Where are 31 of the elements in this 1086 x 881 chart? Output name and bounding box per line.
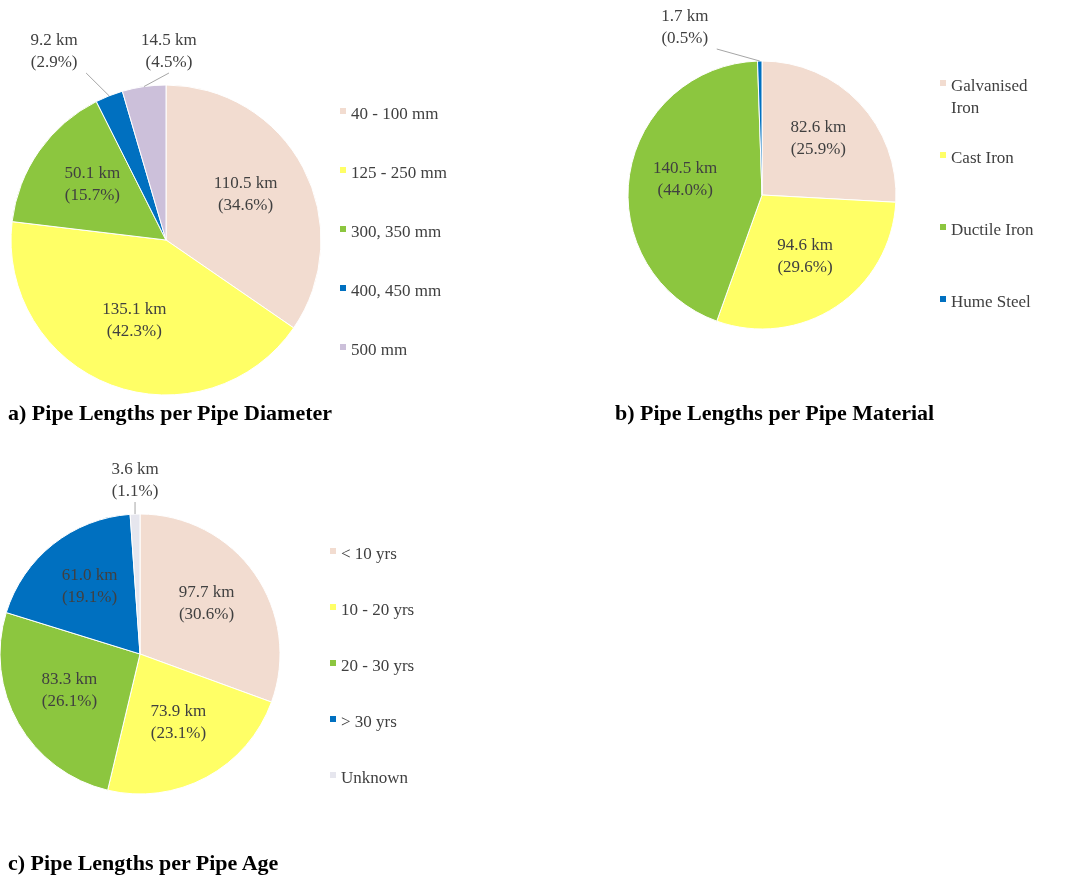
text: b) Pipe Lengths per Pipe Material: [615, 400, 935, 425]
data-label: 97.7 km (30.6%): [178, 582, 235, 624]
legend-label: < 10 yrs: [341, 544, 397, 563]
legend-label: Galvanised Iron: [951, 76, 1028, 117]
legend-label: 125 - 250 mm: [351, 163, 447, 182]
data-label: 3.6 km (1.1%): [111, 459, 159, 500]
legend-label: Cast Iron: [951, 148, 1015, 167]
data-label: 50.1 km (15.7%): [64, 163, 121, 205]
data-label: 1.7 km (0.5%): [661, 6, 709, 47]
data-label: 135.1 km (42.3%): [102, 299, 167, 341]
legend-label: Unknown: [341, 768, 409, 787]
data-label: 82.6 km (25.9%): [790, 116, 847, 158]
data-label: 83.3 km (26.1%): [41, 669, 98, 711]
data-label: 110.5 km (34.6%): [213, 173, 278, 215]
data-label: 94.6 km (29.6%): [777, 234, 833, 276]
legend-label: 400, 450 mm: [351, 281, 442, 300]
data-label: 14.5 km (4.5%): [141, 30, 197, 71]
legend-label: 20 - 30 yrs: [341, 656, 415, 675]
legend-label: Ductile Iron: [951, 220, 1035, 239]
data-label: 61.0 km (19.1%): [61, 565, 118, 607]
legend-label: 40 - 100 mm: [351, 104, 439, 123]
data-label: 73.9 km (23.1%): [150, 700, 207, 742]
legend-label: Hume Steel: [951, 292, 1032, 311]
data-label: 140.5 km (44.0%): [653, 157, 718, 199]
legend-label: > 30 yrs: [341, 712, 397, 731]
text: c) Pipe Lengths per Pipe Age: [8, 850, 279, 875]
text: a) Pipe Lengths per Pipe Diameter: [8, 400, 333, 425]
legend-label: 300, 350 mm: [351, 222, 442, 241]
legend-label: 500 mm: [351, 340, 408, 359]
data-label: 9.2 km (2.9%): [30, 30, 78, 71]
legend-label: 10 - 20 yrs: [341, 600, 415, 619]
